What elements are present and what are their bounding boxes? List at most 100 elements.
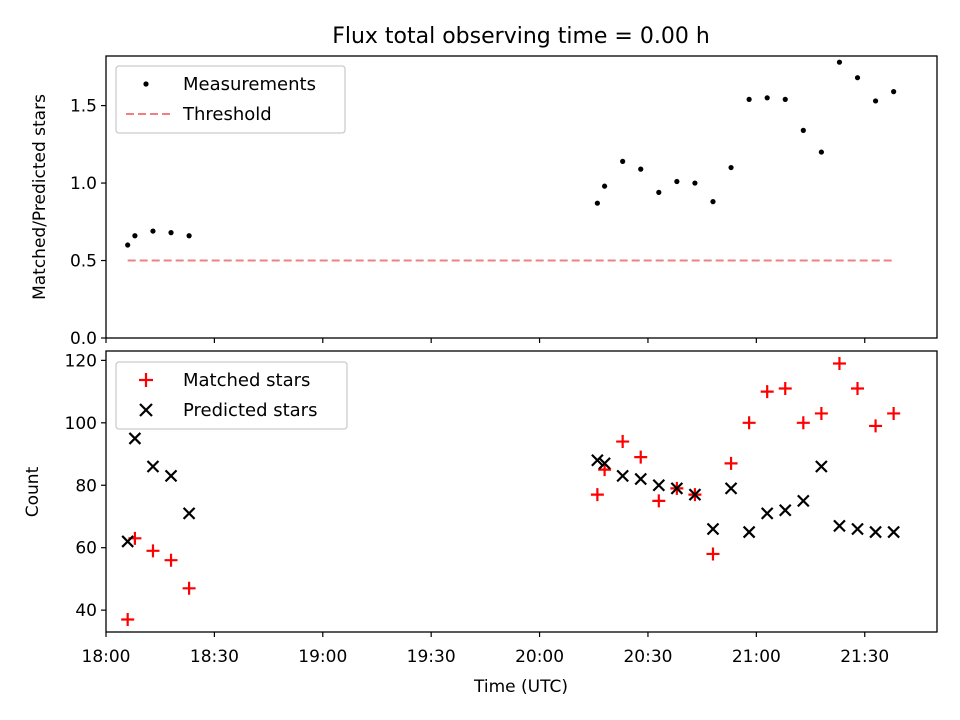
matched-star-point	[182, 581, 196, 595]
matched-star-point	[832, 356, 846, 370]
measurement-point	[836, 59, 843, 65]
measurement-point	[125, 242, 131, 248]
legend-measurements-marker	[143, 81, 149, 87]
legend-predicted-marker	[139, 403, 153, 417]
y-tick-label: 60	[75, 539, 97, 559]
matched-star-point	[760, 385, 774, 399]
y-tick-label: 120	[65, 351, 97, 371]
bottom-y-axis: 40 60 80 100 120	[65, 351, 106, 621]
predicted-star-point	[128, 432, 142, 445]
matched-star-point	[851, 381, 865, 395]
predicted-star-point	[182, 507, 196, 520]
matched-star-point	[590, 488, 604, 502]
x-tick-label: 21:30	[840, 647, 889, 667]
matched-star-point	[634, 450, 648, 464]
measurement-point	[692, 180, 698, 186]
predicted-star-point	[887, 525, 900, 539]
measurement-point	[818, 149, 824, 155]
x-tick-label: 20:00	[515, 647, 564, 667]
legend-threshold-label: Threshold	[182, 104, 272, 125]
x-tick-label: 19:30	[407, 647, 456, 667]
predicted-star-point	[815, 460, 828, 473]
y-tick-label: 100	[65, 414, 97, 434]
y-tick-label: 0.5	[70, 252, 97, 272]
legend-measurements-label: Measurements	[183, 74, 316, 95]
top-plot-area	[125, 59, 897, 262]
measurement-point	[782, 96, 788, 102]
measurement-point	[674, 178, 680, 185]
top-x-axis	[105, 338, 866, 343]
matched-star-point	[121, 613, 135, 627]
matched-star-point	[616, 435, 630, 449]
predicted-star-point	[591, 454, 604, 467]
matched-star-point	[146, 544, 160, 558]
matched-star-point	[724, 456, 738, 470]
top-legend-box	[115, 65, 346, 134]
measurement-point	[150, 228, 156, 234]
measurement-point	[620, 158, 626, 164]
measurement-point	[602, 183, 608, 189]
measurement-point	[746, 96, 752, 102]
measurement-point	[186, 233, 192, 239]
top-axes-frame	[105, 55, 938, 339]
bottom-x-axis: 18:00 18:30 19:00 19:30 20:00 20:30 21:00 21:30	[82, 632, 889, 667]
measurement-point	[710, 199, 716, 205]
matched-star-point	[887, 406, 901, 420]
measurement-point	[854, 75, 861, 81]
bottom-legend-box	[115, 361, 348, 430]
measurement-point	[764, 95, 770, 101]
x-tick-label: 20:30	[623, 647, 672, 667]
bottom-axes-frame	[105, 350, 938, 633]
measurement-point	[638, 166, 644, 172]
y-tick-label: 0.0	[70, 329, 97, 349]
measurement-point	[656, 189, 662, 195]
bottom-xlabel: Time (UTC)	[473, 677, 568, 697]
predicted-star-point	[616, 469, 629, 483]
matched-star-point	[164, 553, 178, 567]
legend-matched-marker	[139, 373, 153, 387]
bottom-legend: Matched stars Predicted stars	[115, 361, 348, 430]
predicted-star-point	[724, 482, 738, 495]
legend-predicted-label: Predicted stars	[183, 400, 317, 421]
matched-star-point	[778, 381, 792, 395]
y-tick-label: 40	[75, 601, 97, 621]
measurement-point	[132, 233, 138, 239]
predicted-star-point	[833, 519, 846, 533]
y-tick-label: 80	[75, 476, 97, 496]
predicted-star-point	[652, 478, 666, 492]
matched-star-point	[652, 494, 666, 508]
matched-star-point	[742, 416, 756, 430]
top-y-axis: 0.0 0.5 1.0 1.5	[70, 97, 106, 349]
predicted-star-point	[688, 488, 702, 501]
predicted-star-point	[797, 494, 810, 508]
predicted-star-point	[146, 460, 160, 473]
top-ylabel: Matched/Predicted stars	[30, 94, 50, 300]
matched-star-point	[796, 416, 810, 430]
predicted-star-point	[598, 457, 611, 470]
predicted-star-point	[869, 525, 882, 539]
x-tick-label: 19:00	[298, 647, 347, 667]
predicted-star-point	[164, 469, 178, 483]
predicted-star-point	[634, 472, 648, 486]
matched-star-point	[814, 406, 828, 420]
bottom-plot-area	[121, 356, 901, 627]
y-tick-label: 1.5	[70, 97, 97, 117]
measurement-point	[728, 164, 734, 171]
y-tick-label: 1.0	[70, 174, 97, 194]
predicted-star-point	[121, 535, 134, 548]
measurement-point	[800, 127, 806, 133]
predicted-star-point	[778, 503, 792, 517]
matched-star-point	[706, 547, 720, 561]
predicted-star-point	[706, 522, 720, 536]
top-legend: Measurements Threshold	[115, 65, 346, 134]
measurement-point	[594, 200, 600, 206]
measurement-point	[872, 98, 879, 104]
bottom-ylabel: Count	[23, 466, 43, 517]
x-tick-label: 18:30	[190, 647, 239, 667]
measurement-point	[168, 230, 174, 236]
predicted-star-point	[851, 522, 864, 536]
predicted-star-point	[760, 507, 774, 520]
predicted-star-point	[670, 482, 684, 495]
matched-star-point	[869, 419, 883, 433]
